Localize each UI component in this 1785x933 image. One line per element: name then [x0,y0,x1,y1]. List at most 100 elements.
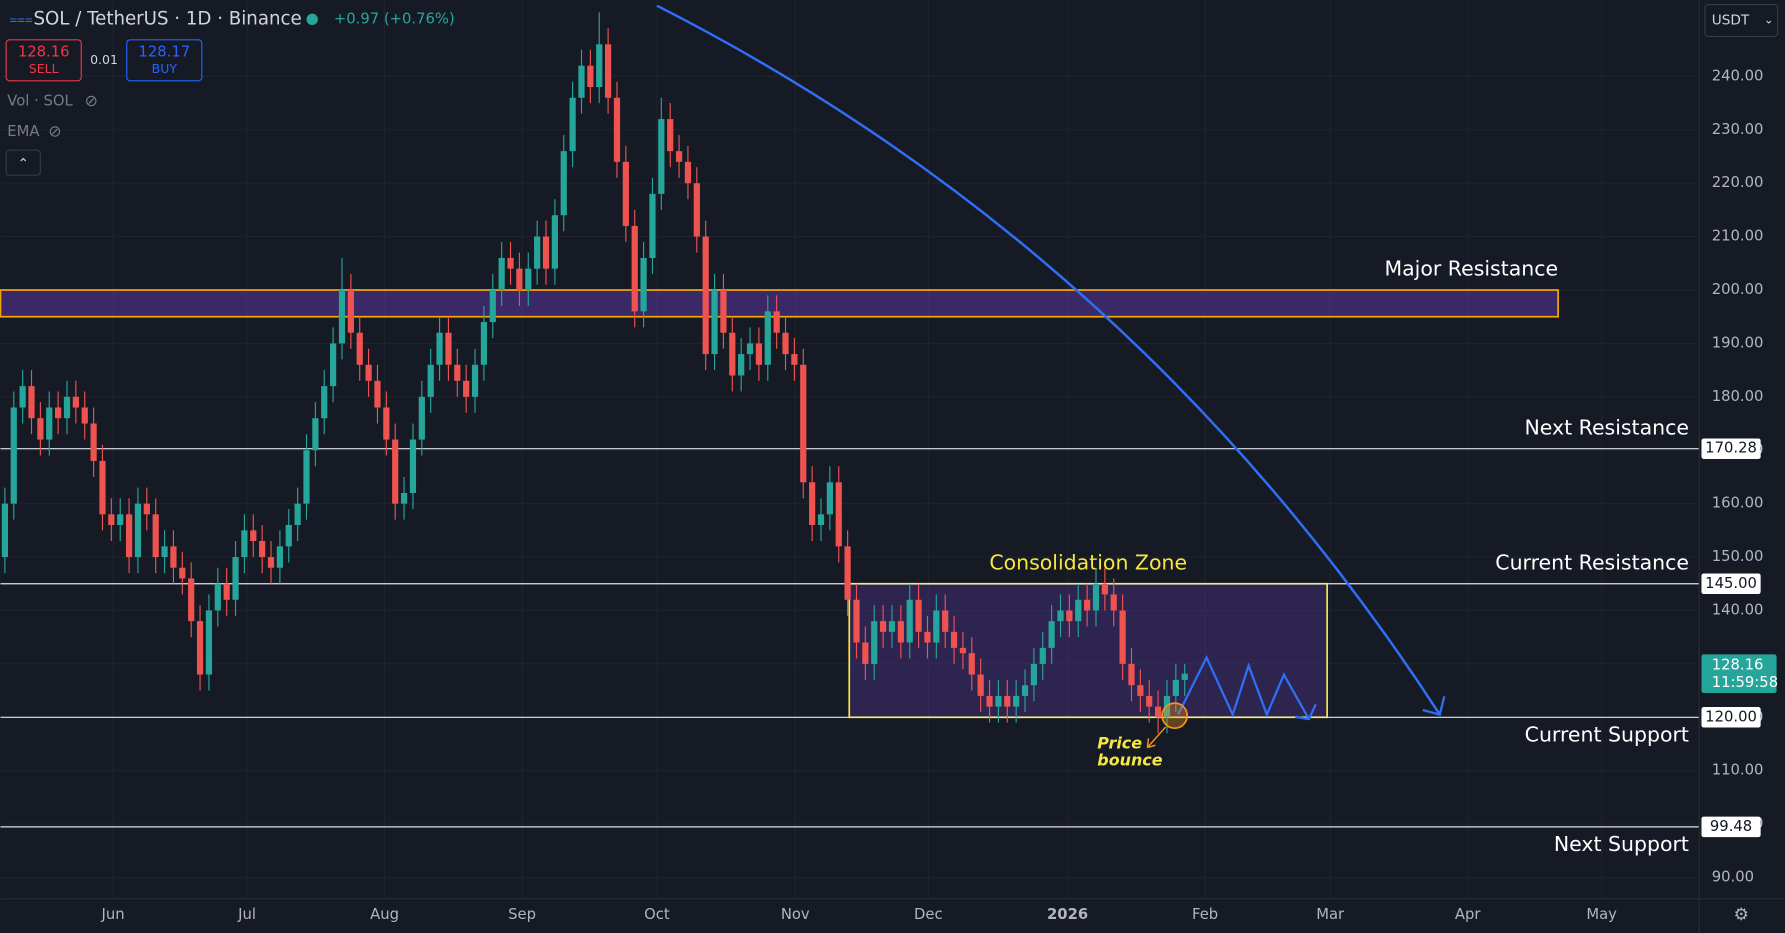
annotation: Price [1097,734,1142,753]
candle-body [72,396,79,408]
currency-select[interactable] [1704,3,1779,37]
candle-body [108,514,115,526]
level-tag [1701,707,1761,728]
bounce-arrow [1146,726,1167,749]
candle-body [223,583,230,600]
candle-body [844,546,851,600]
candle-body [569,97,576,152]
y-tick-label: 140.00 [1712,601,1764,618]
candle-body [365,364,372,381]
candle-body [1181,673,1188,680]
candle-body [10,407,17,504]
candle-body [383,407,390,440]
level-tag-label: 99.48 [1710,818,1752,835]
candle-body [1146,695,1153,707]
candle-body [330,343,337,387]
candle-body [773,311,780,333]
indicator[interactable]: Vol · SOL [7,92,73,109]
collapse-icon: ⌃ [17,156,28,172]
candle-body [791,354,798,365]
candle-body [977,674,984,696]
candle-body [622,161,629,226]
candle-body [667,119,674,152]
candle-body [942,610,949,632]
candle-body [542,236,550,269]
y-tick-label: 90.00 [1712,869,1754,886]
candle-body [738,354,745,376]
candle-body [560,151,567,216]
candle-body [755,343,763,365]
y-tick-label: 220.00 [1712,174,1764,191]
sell-button[interactable] [5,39,82,82]
candle-body [915,599,922,632]
candle-body [1084,599,1091,611]
indicator[interactable]: EMA [7,123,39,140]
x-tick-label: Oct [644,906,670,923]
level-name: Next Support [1554,832,1689,856]
candle-body [605,44,612,98]
hidden-icon[interactable]: ⊘ [48,121,61,140]
candle-body [161,546,168,558]
y-tick-label: 210.00 [1712,228,1764,245]
collapse-button[interactable] [5,149,41,176]
candle-body [214,583,221,611]
candle-body [1101,583,1108,595]
y-tick-label: 190.00 [1712,334,1764,351]
candle-body [587,65,594,88]
candle-body [693,183,700,237]
candle-body [888,621,896,632]
candle-body [445,332,452,365]
candle-body [232,557,239,600]
zone-label: Major Resistance [1384,257,1558,281]
candle-body [1092,583,1100,611]
level-tag [1701,438,1761,459]
last-price-tag [1701,654,1777,694]
candle-body [117,514,124,526]
candle-body [507,257,514,269]
candle-body [897,621,904,643]
last-price-label: 128.16 [1712,657,1764,674]
level-tag [1701,816,1761,838]
candle-body [37,418,44,440]
settings-icon[interactable]: ⚙ [1734,905,1749,925]
candle-body [463,380,470,397]
candle-body [400,492,408,504]
y-tick-label: 160.00 [1712,495,1764,512]
level-tag [1701,573,1761,594]
x-tick-label: Dec [914,906,943,923]
candle-body [658,119,665,194]
candle-body [1057,610,1064,622]
candle-body [613,97,621,162]
candle-body [454,364,461,381]
candle-body [1004,695,1011,707]
candle-body [392,439,399,504]
candle-body [374,380,381,408]
candle-body [1066,610,1073,622]
candle-body [835,482,842,547]
x-tick-label: Feb [1192,906,1218,923]
level-name: Current Resistance [1495,550,1689,574]
y-tick-label: 180.00 [1712,388,1764,405]
candle-body [578,65,585,98]
candle-body [853,599,860,643]
candle-body [294,503,301,526]
x-tick-label: Sep [508,906,536,923]
candle-body [1137,685,1144,696]
sell-label: SELL [29,61,59,76]
hidden-icon[interactable]: ⊘ [85,91,98,110]
candle-body [764,311,771,365]
status-dot [306,13,318,26]
candle-body [338,290,346,344]
candle-body [1128,663,1135,686]
candle-body [782,332,789,355]
candle-body [1154,706,1162,718]
candle-body [534,236,541,269]
candle-body [879,621,887,632]
x-tick-label: May [1586,906,1617,923]
candle-body [525,268,532,291]
buy-button[interactable] [126,39,203,82]
candle-body [809,482,816,526]
